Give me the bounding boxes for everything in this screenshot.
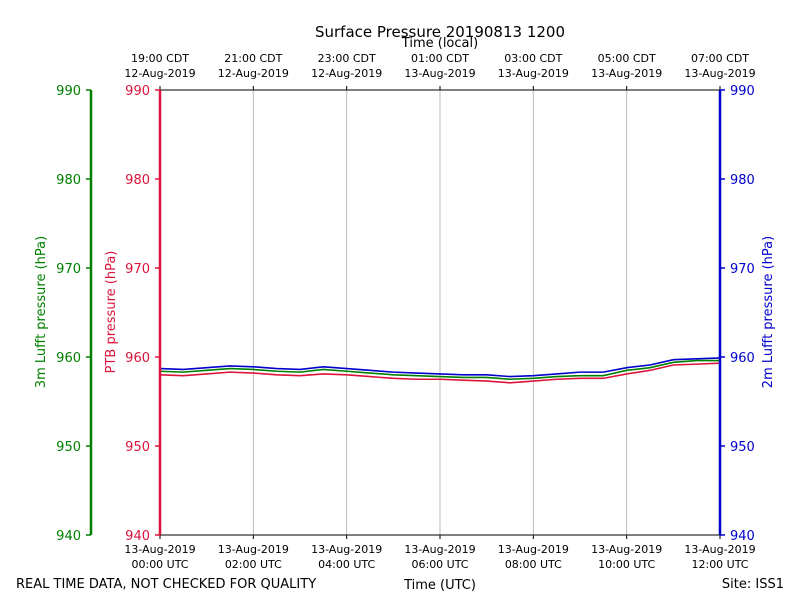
right-axis-title: 2m Lufft pressure (hPa) [761,236,776,388]
left-inner-axis-title: PTB pressure (hPa) [104,251,119,374]
left-outer-axis-title: 3m Lufft pressure (hPa) [34,236,49,388]
site-label: Site: ISS1 [722,577,784,592]
top-tick-time: 07:00 CDT [691,52,749,65]
top-tick-date: 12-Aug-2019 [124,67,195,80]
bottom-tick-time: 06:00 UTC [411,558,468,571]
left-outer-tick-label: 950 [56,440,81,455]
left-outer-tick-label: 960 [56,351,81,366]
right-tick-label: 980 [730,173,755,188]
right-tick-label: 940 [730,529,755,544]
bottom-tick-date: 13-Aug-2019 [218,543,289,556]
left-outer-tick-label: 970 [56,262,81,277]
bottom-tick-date: 13-Aug-2019 [591,543,662,556]
top-tick-time: 23:00 CDT [318,52,376,65]
top-tick-time: 21:00 CDT [224,52,282,65]
right-tick-label: 950 [730,440,755,455]
left-inner-tick-label: 980 [125,173,150,188]
top-tick-date: 13-Aug-2019 [404,67,475,80]
bottom-tick-time: 02:00 UTC [225,558,282,571]
gridlines [252,90,628,535]
left-inner-tick-label: 940 [125,529,150,544]
right-tick-label: 970 [730,262,755,277]
left-inner-tick-label: 950 [125,440,150,455]
left-inner-tick-label: 990 [125,84,150,99]
top-tick-time: 19:00 CDT [131,52,189,65]
bottom-tick-date: 13-Aug-2019 [404,543,475,556]
y-axes: 940 940 940 950 950 950 960 960 960 970 970 970 980 9… [56,84,755,544]
top-tick-date: 13-Aug-2019 [684,67,755,80]
bottom-tick-time: 12:00 UTC [691,558,748,571]
top-tick-date: 12-Aug-2019 [218,67,289,80]
top-tick-date: 12-Aug-2019 [311,67,382,80]
bottom-tick-date: 13-Aug-2019 [498,543,569,556]
chart-title: Surface Pressure 20190813 1200 [315,23,565,41]
top-tick-time: 05:00 CDT [598,52,656,65]
top-tick-time: 03:00 CDT [504,52,562,65]
bottom-tick-time: 10:00 UTC [598,558,655,571]
right-tick-label: 990 [730,84,755,99]
bottom-tick-date: 13-Aug-2019 [311,543,382,556]
top-tick-date: 13-Aug-2019 [591,67,662,80]
top-tick-time: 01:00 CDT [411,52,469,65]
top-axis-ticks: 19:00 CDT 12-Aug-2019 21:00 CDT 12-Aug-2019… [124,52,756,90]
bottom-axis-ticks: 13-Aug-2019 00:00 UTC 13-Aug-2019 02:00 UTC… [124,535,756,571]
bottom-tick-time: 00:00 UTC [131,558,188,571]
bottom-tick-time: 08:00 UTC [505,558,562,571]
left-outer-tick-label: 980 [56,173,81,188]
top-axis-title: Time (local) [401,36,478,51]
left-inner-tick-label: 970 [125,262,150,277]
series-group [159,357,721,384]
bottom-tick-time: 04:00 UTC [318,558,375,571]
right-tick-label: 960 [730,351,755,366]
series-line-0 [159,359,720,381]
bottom-tick-date: 13-Aug-2019 [684,543,755,556]
top-tick-date: 13-Aug-2019 [498,67,569,80]
quality-disclaimer: REAL TIME DATA, NOT CHECKED FOR QUALITY [16,577,316,592]
bottom-axis-title: Time (UTC) [403,578,476,593]
left-outer-tick-label: 990 [56,84,81,99]
left-inner-tick-label: 960 [125,351,150,366]
series-line-1 [159,362,721,384]
left-outer-tick-label: 940 [56,529,81,544]
bottom-tick-date: 13-Aug-2019 [124,543,195,556]
series-line-2 [159,357,721,378]
